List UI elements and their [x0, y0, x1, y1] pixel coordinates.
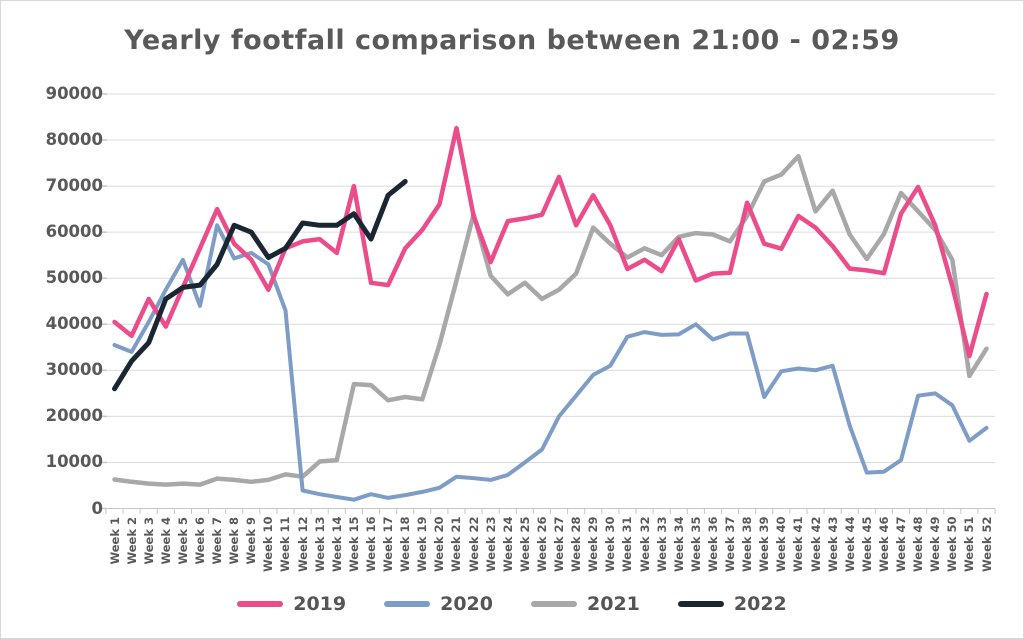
chart-legend: 2019 2020 2021 2022 [1, 593, 1023, 615]
legend-item-2022: 2022 [677, 593, 787, 615]
x-tick-label: Week 29 [586, 516, 601, 572]
x-tick-label: Week 49 [928, 516, 943, 572]
x-tick-label: Week 36 [705, 516, 720, 572]
gridlines [100, 93, 995, 510]
x-tick-label: Week 33 [654, 516, 669, 572]
x-tick-label: Week 51 [962, 516, 977, 572]
legend-label: 2021 [587, 593, 640, 615]
x-tick-label: Week 31 [620, 516, 635, 572]
x-tick-label: Week 52 [979, 516, 994, 572]
y-tick-label: 40000 [45, 314, 103, 334]
x-tick-label: Week 16 [363, 516, 378, 572]
y-tick-label: 60000 [45, 222, 103, 242]
x-tick-label: Week 46 [876, 516, 891, 572]
legend-swatch-2020 [384, 601, 431, 607]
legend-swatch-2022 [677, 601, 724, 607]
x-tick-label: Week 4 [158, 517, 173, 565]
x-tick-label: Week 42 [808, 516, 823, 572]
x-tick-label: Week 18 [398, 516, 413, 572]
x-ticks [105, 508, 996, 514]
legend-item-2020: 2020 [384, 593, 493, 615]
x-tick-label: Week 14 [329, 516, 344, 572]
x-tick-label: Week 37 [723, 516, 738, 572]
x-tick-label: Week 48 [911, 516, 926, 572]
x-tick-label: Week 10 [261, 516, 276, 572]
x-tick-label: Week 40 [774, 516, 789, 572]
x-tick-label: Week 12 [295, 516, 310, 572]
x-tick-label: Week 41 [791, 516, 806, 572]
x-tick-label: Week 22 [466, 516, 481, 572]
x-tick-label: Week 23 [483, 516, 498, 572]
x-tick-label: Week 25 [517, 516, 532, 572]
x-tick-label: Week 6 [192, 517, 207, 565]
chart-title: Yearly footfall comparison between 21:00… [124, 25, 900, 56]
x-tick-label: Week 2 [124, 517, 139, 565]
x-tick-label: Week 44 [842, 516, 857, 572]
x-tick-label: Week 38 [740, 516, 755, 572]
legend-label: 2022 [733, 593, 787, 615]
y-tick-label: 30000 [45, 360, 103, 380]
x-tick-label: Week 45 [859, 516, 874, 572]
x-tick-label: Week 27 [552, 516, 567, 572]
x-tick-label: Week 28 [569, 516, 584, 572]
x-tick-label: Week 9 [244, 517, 259, 565]
x-tick-label: Week 35 [688, 516, 703, 572]
x-tick-label: Week 19 [415, 516, 430, 572]
y-tick-label: 90000 [45, 84, 103, 103]
x-tick-label: Week 21 [449, 516, 464, 572]
x-tick-label: Week 5 [175, 517, 190, 565]
x-tick-label: Week 50 [945, 516, 960, 572]
legend-item-2021: 2021 [531, 593, 640, 615]
x-tick-label: Week 39 [757, 516, 772, 572]
x-tick-label: Week 17 [381, 516, 396, 572]
y-tick-label: 50000 [45, 268, 103, 288]
x-tick-label: Week 30 [603, 516, 618, 572]
x-tick-label: Week 3 [141, 517, 156, 565]
y-tick-label: 70000 [45, 176, 103, 196]
x-tick-label: Week 24 [500, 516, 515, 572]
x-tick-label: Week 11 [278, 516, 293, 572]
y-tick-label: 80000 [45, 130, 103, 150]
x-tick-label: Week 20 [432, 516, 447, 572]
series-line-2019 [112, 125, 989, 359]
x-tick-label: Week 13 [312, 516, 327, 572]
x-tick-label: Week 26 [534, 516, 549, 572]
legend-swatch-2019 [237, 601, 284, 607]
y-tick-label: 0 [91, 498, 103, 518]
y-tick-label: 10000 [45, 452, 103, 472]
x-tick-label: Week 7 [210, 517, 225, 565]
series-line-2021 [112, 153, 989, 487]
legend-label: 2019 [293, 593, 347, 615]
y-tick-label: 20000 [45, 406, 103, 426]
series-line-2020 [112, 223, 989, 502]
legend-label: 2020 [440, 593, 493, 615]
series-line-2022 [112, 179, 408, 392]
legend-swatch-2021 [531, 601, 577, 607]
x-tick-label: Week 34 [671, 516, 686, 572]
x-tick-label: Week 43 [825, 516, 840, 572]
series-lines [112, 125, 989, 502]
x-tick-label: Week 47 [894, 516, 908, 572]
x-tick-label: Week 32 [637, 516, 652, 572]
legend-item-2019: 2019 [237, 593, 346, 615]
x-tick-label: Week 15 [346, 516, 361, 572]
x-tick-label: Week 8 [227, 517, 242, 565]
x-tick-label: Week 1 [107, 517, 122, 565]
